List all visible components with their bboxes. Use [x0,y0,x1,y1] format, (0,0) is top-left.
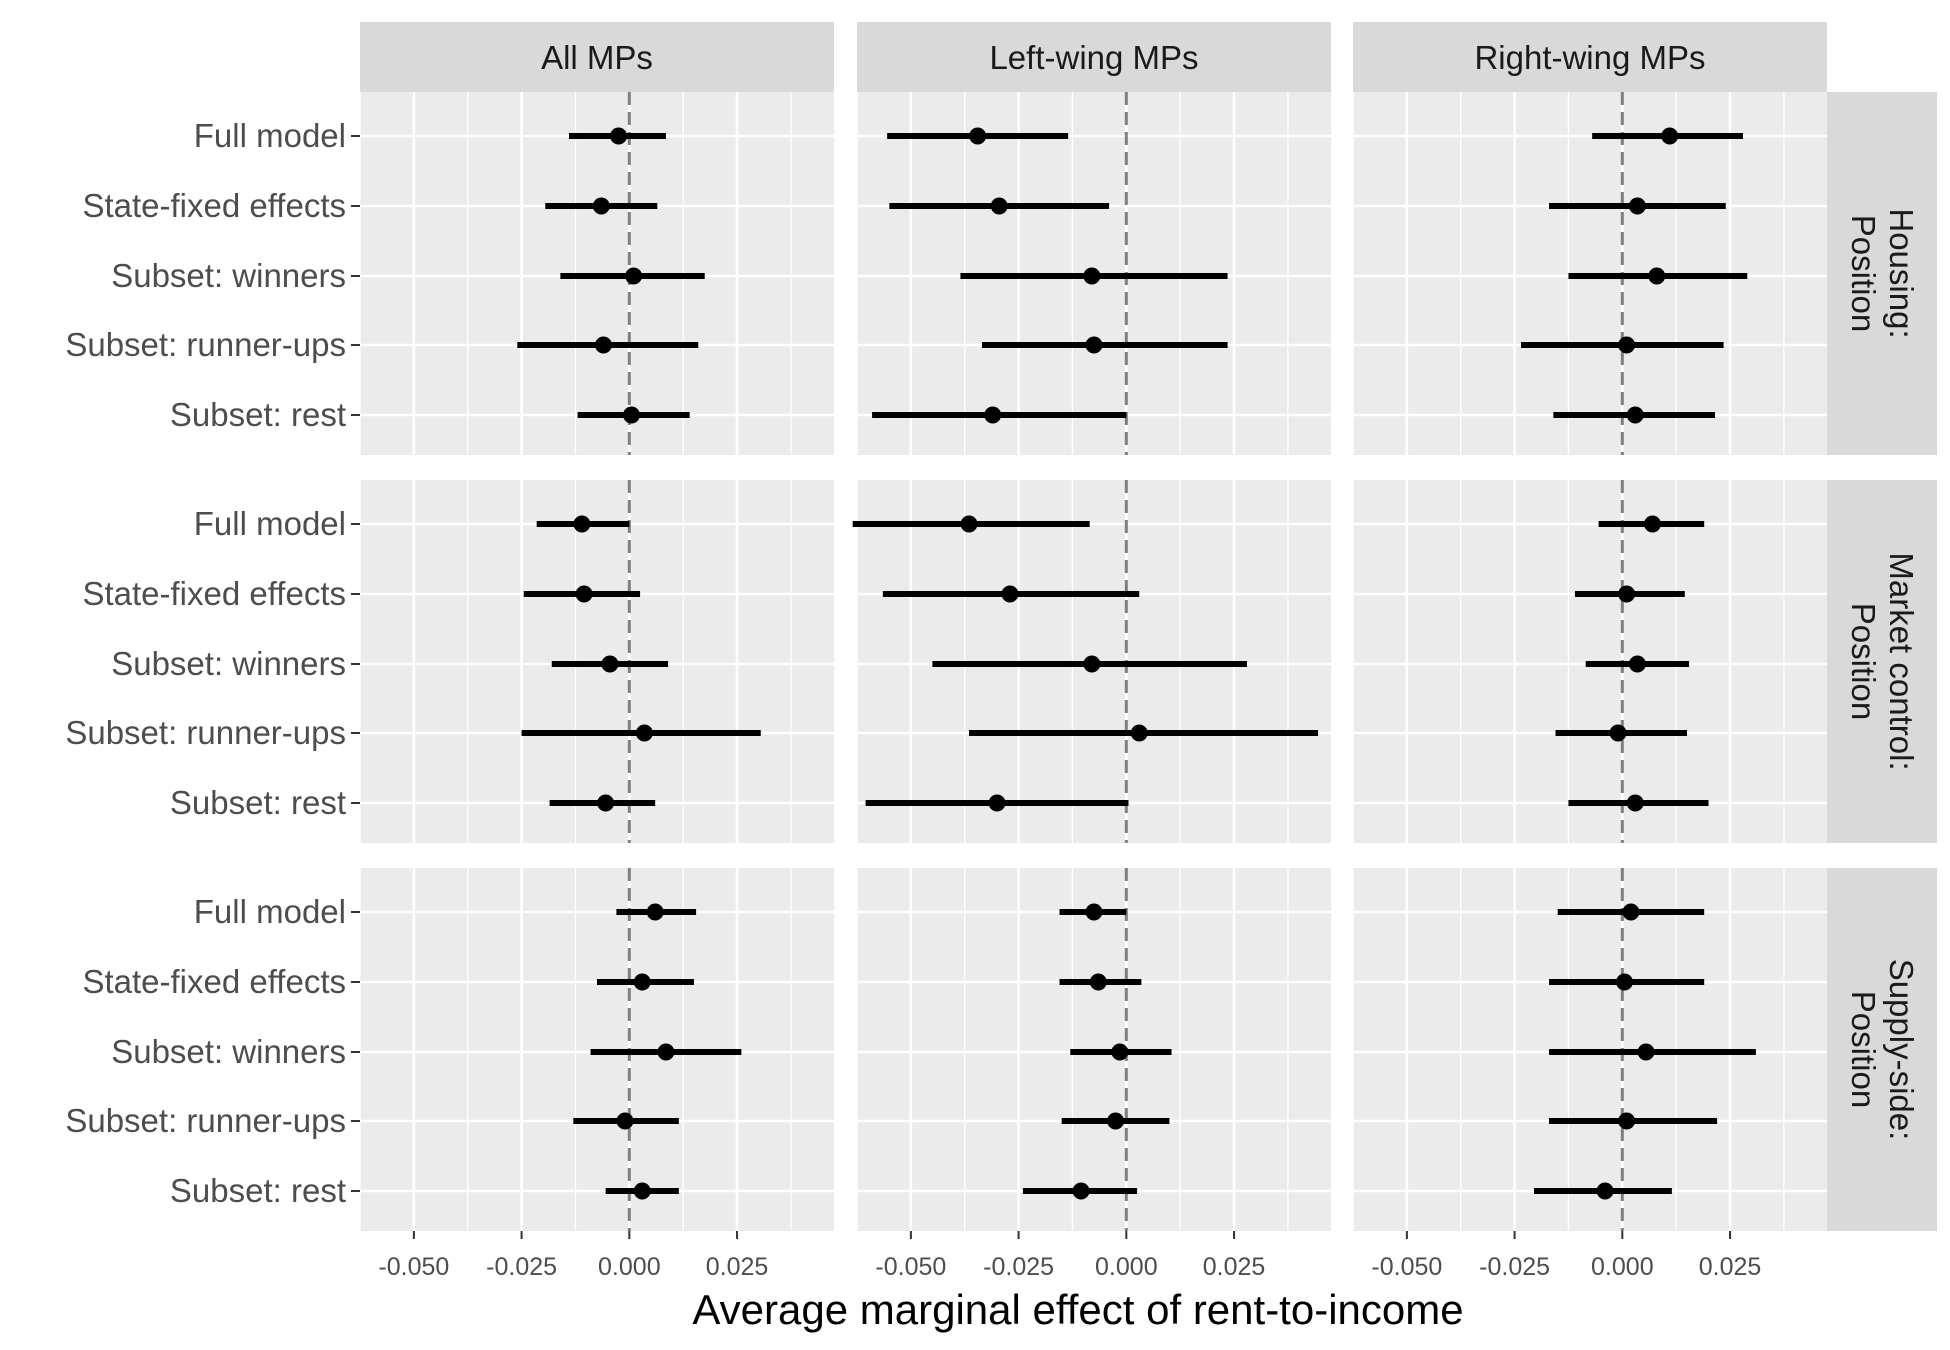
x-tick-label: -0.050 [378,1253,449,1281]
row-strip-line: Position [1845,991,1882,1108]
row-strip [1827,480,1937,843]
x-tick-label: -0.025 [1479,1253,1550,1281]
y-tick-label: Subset: winners [111,1033,346,1070]
point-estimate [988,794,1006,812]
point-estimate [1609,724,1627,742]
row-strip-label: Housing:Position [1845,208,1920,338]
row-strip-line: Supply-side: [1883,959,1920,1141]
y-tick-label: Subset: rest [170,784,346,821]
point-estimate [984,406,1002,424]
column-strip [360,22,834,92]
x-tick-label: -0.025 [486,1253,557,1281]
point-estimate [646,903,664,921]
x-tick-label: 0.000 [1591,1253,1654,1281]
point-estimate [1626,794,1644,812]
point-estimate [1089,973,1107,991]
point-estimate [575,585,593,603]
row-strip-line: Market control: [1883,552,1920,770]
y-tick-label: Subset: runner-ups [65,714,346,751]
point-estimate [1085,903,1103,921]
point-estimate [1628,655,1646,673]
point-estimate [1618,1112,1636,1130]
point-estimate [1083,655,1101,673]
point-estimate [657,1043,675,1061]
y-tick-label: Subset: runner-ups [65,1102,346,1139]
point-estimate [1130,724,1148,742]
y-tick-label: Subset: runner-ups [65,326,346,363]
point-estimate [597,794,615,812]
point-estimate [1596,1182,1614,1200]
column-strip [1353,22,1827,92]
point-estimate [592,197,610,215]
point-estimate [969,127,987,145]
y-tick-label: State-fixed effects [82,963,346,1000]
point-estimate [573,515,591,533]
point-estimate [1628,197,1646,215]
x-tick-label: -0.050 [875,1253,946,1281]
x-tick-label: -0.050 [1371,1253,1442,1281]
row-strip [1827,92,1937,455]
y-tick-label: Subset: rest [170,396,346,433]
x-tick-label: 0.025 [1699,1253,1762,1281]
point-estimate [635,724,653,742]
point-estimate [1648,267,1666,285]
x-axis-title: Average marginal effect of rent-to-incom… [692,1286,1463,1333]
point-estimate [1622,903,1640,921]
y-tick-label: Subset: rest [170,1172,346,1209]
row-strip [1827,868,1937,1231]
point-estimate [1001,585,1019,603]
point-estimate [1111,1043,1129,1061]
x-tick-label: 0.025 [706,1253,769,1281]
y-tick-label: Full model [194,117,346,154]
point-estimate [1107,1112,1125,1130]
point-estimate [633,973,651,991]
point-estimate [1643,515,1661,533]
x-tick-label: 0.000 [1095,1253,1158,1281]
y-tick-label: Subset: winners [111,645,346,682]
column-strip-label: Left-wing MPs [989,39,1198,76]
point-estimate [594,336,612,354]
point-estimate [1618,585,1636,603]
point-estimate [960,515,978,533]
row-strip-line: Housing: [1883,208,1920,338]
point-estimate [610,127,628,145]
point-estimate [1637,1043,1655,1061]
point-estimate [625,267,643,285]
point-estimate [1083,267,1101,285]
point-estimate [1072,1182,1090,1200]
point-estimate [990,197,1008,215]
column-strip-label: Right-wing MPs [1474,39,1705,76]
y-tick-label: State-fixed effects [82,187,346,224]
row-strip-line: Position [1845,603,1882,720]
point-estimate [1661,127,1679,145]
point-estimate [633,1182,651,1200]
y-tick-label: Full model [194,893,346,930]
point-estimate [616,1112,634,1130]
column-strip [857,22,1331,92]
point-estimate [1615,973,1633,991]
x-tick-label: 0.000 [598,1253,661,1281]
point-estimate [1626,406,1644,424]
point-estimate [1085,336,1103,354]
row-strip-label: Market control:Position [1845,552,1920,770]
point-estimate [601,655,619,673]
y-tick-label: State-fixed effects [82,575,346,612]
y-tick-label: Subset: winners [111,257,346,294]
x-tick-label: 0.025 [1203,1253,1266,1281]
point-estimate [1618,336,1636,354]
row-strip-label: Supply-side:Position [1845,959,1920,1141]
row-strip-line: Position [1845,215,1882,332]
point-estimate [622,406,640,424]
y-tick-label: Full model [194,505,346,542]
x-tick-label: -0.025 [983,1253,1054,1281]
column-strip-label: All MPs [541,39,653,76]
